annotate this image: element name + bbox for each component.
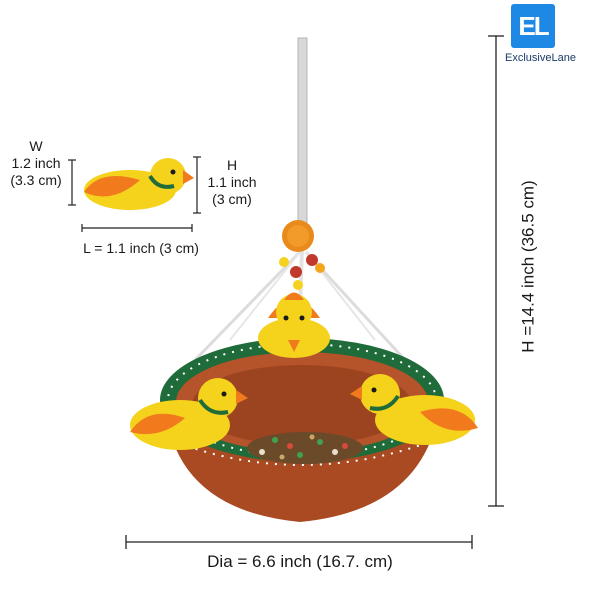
logo-mark: EL [511, 4, 555, 48]
top-bird [258, 292, 330, 358]
width-cm: (3.3 cm) [10, 172, 62, 188]
small-bird-length-label: L = 1.1 inch (3 cm) [83, 240, 199, 256]
logo-name: ExclusiveLane [505, 52, 576, 64]
width-inch: 1.2 inch [11, 155, 61, 171]
width-letter: W [29, 138, 43, 154]
feeder-diameter-label: Dia = 6.6 inch (16.7. cm) [207, 552, 393, 571]
small-bird [84, 158, 194, 210]
feeder-height-label: H =14.4 inch (36.5 cm) [518, 180, 538, 353]
small-bird-length-line [81, 224, 193, 232]
feeder-bowl [160, 338, 444, 522]
feeder-diameter-line [125, 535, 473, 549]
beads [279, 220, 325, 509]
small-bird-width-line [68, 159, 76, 206]
small-bird-height-label: H 1.1 inch (3 cm) [200, 157, 264, 208]
height-inch: 1.1 inch [207, 174, 257, 190]
left-bird [130, 378, 248, 450]
small-bird-height-line [193, 156, 201, 214]
height-cm: (3 cm) [212, 191, 252, 207]
height-letter: H [226, 157, 238, 173]
small-bird-width-label: W 1.2 inch (3.3 cm) [6, 138, 66, 189]
feeder-height-line [488, 35, 504, 507]
brand-logo: EL ExclusiveLane [505, 4, 597, 66]
right-bird [350, 374, 478, 445]
